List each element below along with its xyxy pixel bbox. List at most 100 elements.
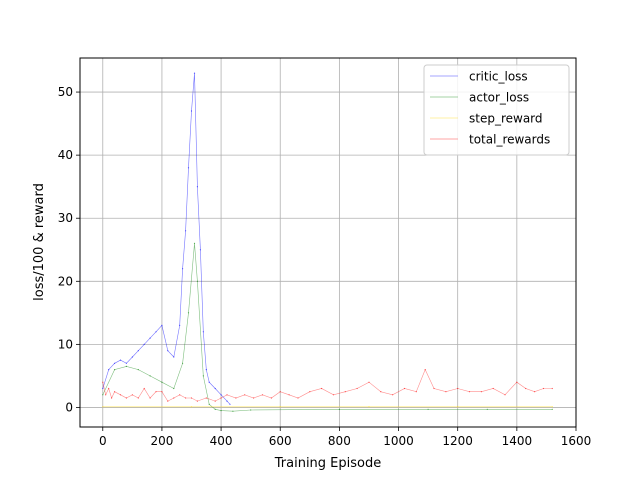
y-tick-label: 30: [58, 211, 73, 225]
data-point: [167, 350, 169, 352]
data-point: [279, 391, 281, 393]
data-point: [468, 391, 471, 393]
data-point: [185, 230, 187, 232]
data-point: [190, 110, 193, 112]
y-tick-label: 0: [65, 400, 73, 414]
data-point: [179, 324, 181, 326]
data-point: [173, 397, 175, 399]
data-point: [457, 387, 459, 390]
data-point: [102, 387, 104, 390]
x-tick-label: 1000: [383, 434, 414, 448]
data-point: [114, 362, 116, 364]
data-point: [415, 391, 417, 393]
legend-label: total_rewards: [469, 133, 550, 147]
data-point: [205, 397, 207, 399]
data-point: [244, 394, 246, 396]
data-point: [137, 350, 139, 352]
data-point: [220, 394, 222, 396]
data-point: [261, 394, 264, 396]
plot-series: [102, 72, 553, 412]
data-point: [102, 406, 104, 408]
data-point: [457, 406, 459, 408]
data-point: [196, 280, 198, 282]
x-tick-label: 600: [269, 434, 292, 448]
data-point: [288, 394, 290, 396]
data-point: [445, 391, 447, 393]
data-point: [187, 167, 190, 169]
data-point: [214, 408, 216, 410]
data-point: [270, 397, 272, 399]
data-point: [190, 397, 193, 399]
data-point: [143, 343, 145, 345]
data-point: [220, 397, 222, 399]
data-point: [551, 408, 553, 410]
data-point: [332, 394, 335, 396]
data-point: [155, 331, 157, 333]
series-step-reward: [102, 406, 553, 408]
data-point: [182, 362, 184, 364]
x-tick-label: 1200: [442, 434, 473, 448]
data-point: [125, 365, 127, 367]
x-axis-label: Training Episode: [274, 456, 381, 471]
data-point: [199, 249, 201, 251]
data-point: [179, 394, 181, 396]
y-tick-label: 50: [58, 85, 73, 99]
data-point: [208, 403, 210, 405]
series-actor-loss: [102, 242, 553, 412]
data-point: [551, 387, 553, 390]
data-point: [187, 312, 190, 314]
x-tick-label: 0: [99, 434, 107, 448]
x-tick-label: 200: [150, 434, 173, 448]
y-axis-label: loss/100 & reward: [32, 183, 47, 301]
x-tick-label: 1600: [561, 434, 592, 448]
data-point: [525, 387, 527, 390]
data-point: [185, 397, 187, 399]
data-point: [235, 397, 237, 399]
data-point: [220, 410, 222, 412]
y-tick-label: 10: [58, 337, 73, 351]
legend-label: actor_loss: [469, 91, 529, 105]
legend: critic_loss actor_loss step_reward total_re…: [423, 64, 570, 156]
data-point: [167, 400, 169, 402]
data-point: [542, 387, 545, 390]
x-tick-label: 400: [210, 434, 233, 448]
x-tick-label: 1400: [502, 434, 533, 448]
data-point: [161, 324, 163, 326]
data-point: [279, 406, 281, 408]
data-point: [161, 381, 163, 383]
data-point: [196, 186, 198, 188]
data-point: [486, 408, 488, 410]
data-point: [309, 391, 311, 393]
data-point: [504, 394, 506, 396]
data-point: [321, 387, 323, 390]
data-point: [424, 369, 426, 371]
data-point: [229, 403, 231, 405]
data-point: [480, 391, 482, 393]
data-point: [149, 375, 151, 377]
data-point: [253, 397, 255, 399]
data-point: [433, 387, 435, 390]
data-point: [125, 397, 127, 399]
data-point: [131, 394, 133, 396]
data-point: [119, 359, 122, 361]
data-point: [193, 72, 196, 74]
plot-frame: [79, 57, 577, 428]
data-point: [214, 400, 216, 402]
series-total-rewards: [102, 368, 553, 402]
data-point: [137, 369, 139, 371]
data-point: [143, 387, 145, 390]
data-point: [102, 381, 104, 383]
data-point: [155, 391, 157, 393]
data-point: [193, 242, 196, 244]
x-axis-ticks: 0 200 400 600 800 1000 1200 1400 1600: [99, 427, 591, 448]
data-point: [131, 356, 133, 358]
data-point: [149, 337, 151, 339]
data-point: [137, 397, 139, 399]
data-point: [208, 381, 210, 383]
data-point: [202, 375, 204, 377]
data-point: [114, 369, 116, 371]
data-point: [196, 400, 198, 402]
data-point: [368, 406, 370, 408]
data-point: [392, 394, 394, 396]
data-point: [232, 410, 234, 412]
